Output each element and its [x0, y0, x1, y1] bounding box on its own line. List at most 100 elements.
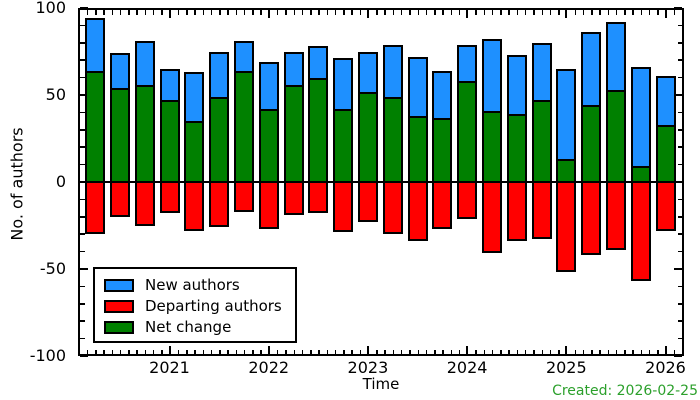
bar-segment-net-change	[184, 121, 205, 184]
y-major-tick-left	[80, 355, 88, 357]
bar-segment-departing-authors	[556, 181, 577, 273]
x-minor-tick-top	[524, 10, 527, 15]
legend-label-new-authors: New authors	[145, 276, 240, 294]
x-minor-tick-top	[219, 10, 221, 15]
x-minor-tick-top	[376, 10, 378, 15]
x-minor-tick-bottom	[227, 349, 229, 354]
x-minor-tick-bottom	[582, 349, 585, 354]
x-minor-tick-bottom	[334, 349, 337, 354]
bar-segment-net-change	[134, 84, 155, 184]
x-minor-tick-bottom	[558, 349, 560, 354]
bar-segment-net-change	[333, 108, 354, 184]
x-minor-tick-top	[475, 10, 477, 15]
x-tick-label: 2026	[645, 358, 686, 377]
x-tick-label: 2021	[149, 358, 190, 377]
x-minor-tick-bottom	[491, 349, 494, 354]
y-minor-tick-left	[80, 337, 85, 340]
x-minor-tick-bottom	[351, 349, 353, 354]
bar-segment-net-change	[407, 115, 428, 184]
y-minor-tick-right	[677, 216, 682, 218]
x-minor-tick-top	[409, 10, 411, 15]
y-minor-tick-left	[80, 285, 85, 288]
bar-segment-departing-authors	[581, 181, 602, 256]
legend-label-departing-authors: Departing authors	[145, 297, 282, 315]
x-minor-tick-top	[186, 10, 188, 15]
x-minor-tick-bottom	[243, 349, 246, 354]
x-minor-tick-top	[252, 10, 254, 15]
x-major-tick-bottom	[267, 346, 270, 354]
x-minor-tick-top	[549, 10, 552, 15]
x-minor-tick-top	[582, 10, 585, 15]
x-minor-tick-bottom	[640, 349, 643, 354]
bar-segment-departing-authors	[605, 181, 626, 250]
x-major-tick-bottom	[366, 346, 369, 354]
x-minor-tick-bottom	[111, 349, 114, 354]
x-minor-tick-top	[318, 10, 320, 15]
x-minor-tick-bottom	[450, 349, 453, 354]
x-minor-tick-top	[260, 10, 262, 15]
bar-segment-net-change	[481, 110, 502, 184]
x-minor-tick-bottom	[508, 349, 510, 354]
x-minor-tick-top	[128, 10, 130, 15]
x-tick-label: 2022	[248, 358, 290, 377]
y-minor-tick-left	[80, 129, 85, 131]
bar-segment-departing-authors	[531, 181, 552, 240]
x-minor-tick-top	[434, 10, 436, 15]
x-minor-tick-bottom	[458, 349, 461, 354]
x-minor-tick-bottom	[326, 349, 329, 354]
x-major-tick-top	[664, 10, 667, 18]
x-minor-tick-bottom	[549, 349, 552, 354]
x-minor-tick-bottom	[442, 349, 444, 354]
y-minor-tick-right	[677, 163, 682, 166]
x-minor-tick-bottom	[409, 349, 411, 354]
bar-segment-departing-authors	[159, 181, 180, 214]
bar-segment-departing-authors	[655, 181, 676, 231]
x-minor-tick-bottom	[136, 349, 138, 354]
x-minor-tick-top	[161, 10, 163, 15]
bar-segment-net-change	[233, 70, 254, 184]
bar-segment-departing-authors	[481, 181, 502, 254]
legend-item-new-authors: New authors	[104, 275, 295, 296]
y-minor-tick-right	[677, 111, 682, 114]
bar-segment-departing-authors	[457, 181, 478, 219]
x-minor-tick-top	[293, 10, 295, 15]
x-minor-tick-top	[591, 10, 593, 15]
legend-swatch-departing-authors	[104, 300, 134, 313]
x-minor-tick-top	[343, 10, 345, 15]
bar-segment-departing-authors	[506, 181, 527, 242]
y-major-tick-right	[674, 355, 682, 357]
x-minor-tick-bottom	[235, 349, 238, 354]
x-minor-tick-top	[334, 10, 337, 15]
x-minor-tick-top	[152, 10, 155, 15]
x-minor-tick-bottom	[202, 349, 205, 354]
x-minor-tick-bottom	[285, 349, 287, 354]
y-minor-tick-right	[677, 250, 682, 253]
y-tick-label: -50	[39, 259, 66, 278]
x-tick-label: 2024	[446, 358, 488, 377]
x-minor-tick-bottom	[400, 349, 403, 354]
y-major-tick-right	[674, 94, 682, 96]
legend-swatch-net-change	[104, 321, 134, 334]
created-date-stamp: Created: 2026-02-25	[552, 383, 698, 399]
bar-segment-net-change	[506, 114, 527, 184]
bar-segment-departing-authors	[382, 181, 403, 235]
y-minor-tick-left	[80, 216, 85, 218]
bar-segment-net-change	[531, 100, 552, 184]
y-tick-label: 100	[35, 0, 66, 17]
x-minor-tick-bottom	[186, 349, 188, 354]
x-minor-tick-top	[351, 10, 353, 15]
bar-segment-net-change	[457, 81, 478, 184]
x-minor-tick-top	[276, 10, 279, 15]
x-axis-title: Time	[362, 375, 400, 393]
y-minor-tick-right	[677, 59, 682, 61]
x-minor-tick-top	[144, 10, 147, 15]
x-minor-tick-bottom	[657, 349, 659, 354]
bar-segment-net-change	[357, 91, 378, 184]
x-minor-tick-bottom	[434, 349, 436, 354]
x-minor-tick-bottom	[425, 349, 428, 354]
bar-segment-net-change	[283, 84, 304, 184]
x-minor-tick-bottom	[591, 349, 593, 354]
x-minor-tick-top	[86, 10, 89, 15]
bar-segment-net-change	[308, 77, 329, 184]
y-major-tick-left	[80, 7, 88, 9]
